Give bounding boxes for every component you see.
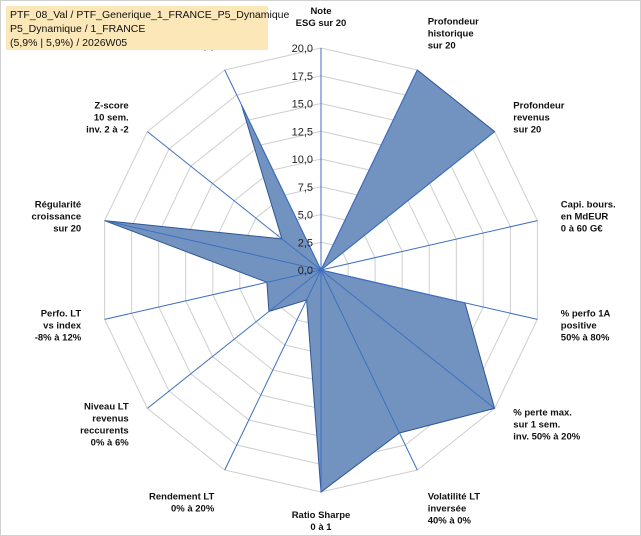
axis-spoke (320, 131, 495, 271)
header-line-1: PTF_08_Val / PTF_Generique_1_FRANCE_P5_D… (10, 9, 290, 21)
axis-spoke (320, 220, 538, 271)
axis-spoke (224, 69, 322, 271)
axis-spoke (147, 269, 322, 409)
axis-label: Perfo. LT vs index -8% à 12% (35, 309, 82, 344)
axis-label-line: Capi. bours. (561, 199, 616, 210)
axis-spoke (104, 269, 322, 320)
axis-label-line: en MdEUR (561, 211, 609, 222)
axis-spoke (224, 269, 322, 471)
tick-label: 5,0 (298, 210, 313, 222)
axis-label-line: 10 sem. (94, 113, 129, 124)
axis-label: Rendement LT 0% à 20% (149, 492, 215, 515)
axis-label-line: Niveau LT (84, 401, 129, 412)
axis-label-line: inversée (428, 504, 467, 515)
axis-label-line: 40% à 0% (428, 516, 472, 527)
axis-label-line: Z-score (94, 101, 128, 112)
axis-label-line: sur 20 (428, 40, 456, 51)
axis-label-line: croissance (32, 211, 82, 222)
axis-spoke (320, 269, 418, 471)
axis-label: Capi. bours. en MdEUR 0 à 60 G€ (561, 199, 616, 234)
axis-label-line: % perfo 1A (561, 309, 611, 320)
tick-label: 12,5 (292, 126, 313, 138)
header-line-3: (5,9% | 5,9%) / 2026W05 (10, 37, 128, 49)
axis-label-line: % perte max. (513, 407, 572, 418)
tick-label: 15,0 (292, 99, 313, 111)
tick-label: 17,5 (292, 71, 313, 83)
axis-label: Régularité croissance sur 20 (32, 199, 82, 234)
axis-label-line: sur 1 sem. (513, 419, 560, 430)
axis-label-line: Ratio Sharpe (292, 510, 351, 521)
tick-label: 0,0 (298, 265, 313, 277)
chart-header: PTF_08_Val / PTF_Generique_1_FRANCE_P5_D… (6, 6, 290, 50)
axis-label: Profondeur revenus sur 20 (513, 101, 564, 136)
tick-label: 2,5 (298, 237, 313, 249)
axis-label-line: revenus (92, 413, 128, 424)
axis-label-line: 50% à 80% (561, 333, 610, 344)
axis-spoke (320, 269, 538, 320)
axis-label: % perfo 1A positive 50% à 80% (561, 309, 611, 344)
axis-label-line: -8% à 12% (35, 333, 82, 344)
tick-label: 20,0 (292, 43, 313, 55)
axis-label-line: Note (310, 6, 331, 17)
axis-label-line: vs index (43, 321, 82, 332)
axis-label-line: reccurents (80, 425, 129, 436)
axis-label-line: 0% à 20% (171, 504, 215, 515)
axis-label-line: inv. 50% à 20% (513, 431, 580, 442)
tick-label: 7,5 (298, 182, 313, 194)
axis-label: % perte max. sur 1 sem. inv. 50% à 20% (513, 407, 580, 442)
axis-spoke (320, 269, 495, 409)
axis-label-line: 0 à 1 (310, 522, 332, 533)
axis-label: Niveau LT revenus reccurents 0% à 6% (80, 401, 129, 448)
axis-label-line: sur 20 (53, 223, 81, 234)
axis-label-line: positive (561, 321, 597, 332)
axis-label: Volatilité LT inversée 40% à 0% (428, 492, 481, 527)
axis-label: Ratio Sharpe 0 à 1 (292, 510, 351, 533)
axis-label: Note ESG sur 20 (296, 6, 347, 29)
axis-label-line: Rendement LT (149, 492, 214, 503)
axis-label-line: ESG sur 20 (296, 18, 347, 29)
axis-label-line: 0% à 6% (91, 437, 130, 448)
axis-label: Z-score 10 sem. inv. 2 à -2 (86, 101, 129, 136)
axis-label-line: Profondeur (428, 16, 479, 27)
axis-label-line: historique (428, 28, 474, 39)
axis-label-line: Profondeur (513, 101, 564, 112)
axis-spoke (320, 69, 418, 271)
header-line-2: P5_Dynamique / 1_FRANCE (10, 23, 146, 35)
axis-label-line: revenus (513, 113, 549, 124)
axis-label-line: Régularité (35, 199, 81, 210)
tick-label: 10,0 (292, 154, 313, 166)
axis-label-line: 0 à 60 G€ (561, 223, 603, 234)
axis-label-line: inv. 2 à -2 (86, 125, 129, 136)
axis-spoke (147, 131, 322, 271)
axis-label: Profondeur historique sur 20 (428, 16, 479, 51)
axis-spoke (104, 220, 322, 271)
axis-label-line: Perfo. LT (41, 309, 82, 320)
axis-label-line: sur 20 (513, 125, 541, 136)
axis-label-line: Volatilité LT (428, 492, 481, 503)
